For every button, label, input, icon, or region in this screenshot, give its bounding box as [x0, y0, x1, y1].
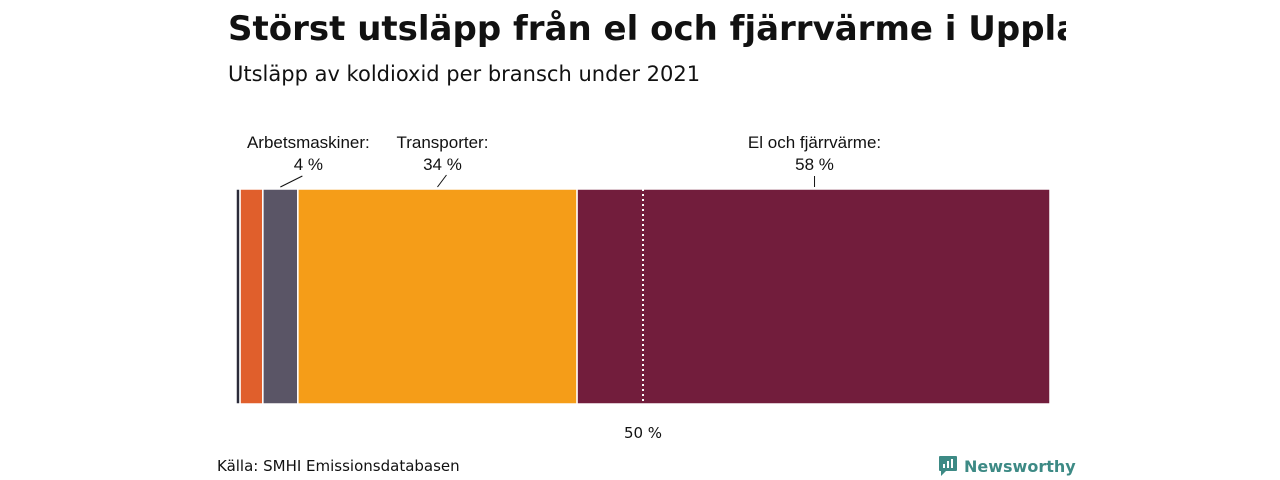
brand-logo[interactable]: Newsworthy: [938, 455, 1076, 477]
segment-label: Arbetsmaskiner:: [247, 133, 370, 152]
stacked-bar-chart: 50 % Arbetsmaskiner: 4 % Transporter: 34 % El…: [235, 133, 1051, 442]
segment-value-label: 34 %: [423, 155, 462, 174]
leader-line: [280, 175, 303, 188]
chart-subtitle: Utsläpp av koldioxid per bransch under 2…: [228, 62, 701, 86]
source-note: Källa: SMHI Emissionsdatabasen: [217, 457, 460, 475]
chart-title: Störst utsläpp från el och fjärrvärme i …: [228, 9, 1066, 49]
bar-segment: [576, 188, 1051, 405]
leader-line: [437, 174, 447, 188]
bar-segment: [262, 188, 299, 405]
newsworthy-logo-icon: [939, 456, 957, 476]
title-clip: Störst utsläpp från el och fjärrvärme i …: [228, 4, 1066, 54]
reference-line-label: 50 %: [624, 424, 662, 442]
segment-label: Transporter:: [396, 133, 488, 152]
segment-label: El och fjärrvärme:: [748, 133, 881, 152]
bar-segment: [239, 188, 264, 405]
bar-segment: [297, 188, 578, 405]
brand-name: Newsworthy: [964, 456, 1076, 476]
segment-value-label: 58 %: [795, 155, 834, 174]
segment-value-label: 4 %: [294, 155, 323, 174]
